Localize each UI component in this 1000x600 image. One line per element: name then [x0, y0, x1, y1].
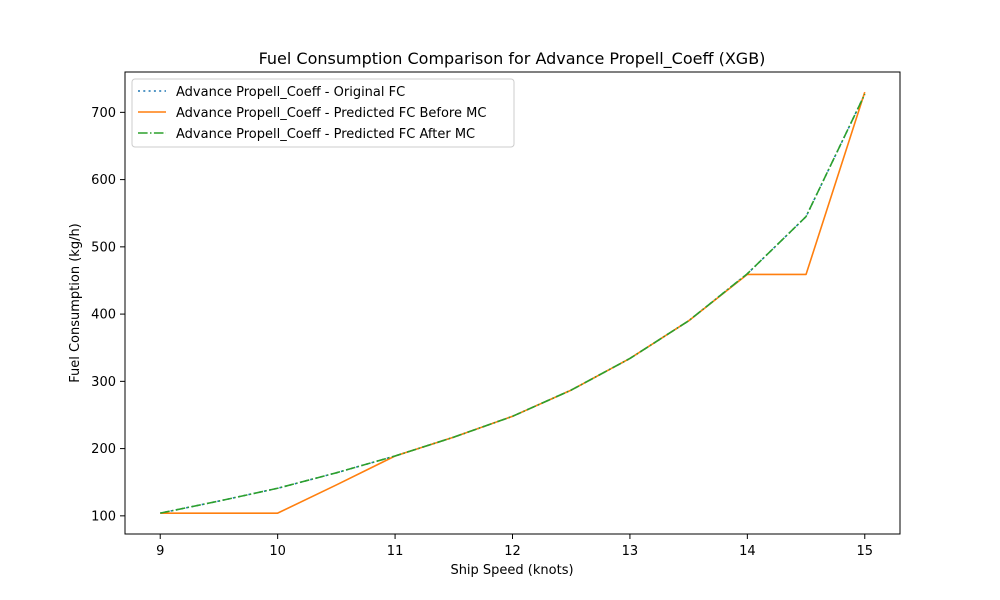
x-tick-label: 10 — [269, 544, 286, 559]
legend-label: Advance Propell_Coeff - Predicted FC Bef… — [176, 106, 486, 121]
x-tick-label: 11 — [387, 544, 404, 559]
series-line-3 — [160, 93, 866, 514]
x-axis-label: Ship Speed (knots) — [450, 563, 573, 578]
x-tick-label: 12 — [504, 544, 521, 559]
legend-label: Advance Propell_Coeff - Predicted FC Aft… — [176, 127, 475, 142]
legend-box — [131, 78, 515, 148]
series-layer — [160, 91, 866, 514]
chart-title: Fuel Consumption Comparison for Advance … — [259, 49, 766, 69]
y-tick-label: 600 — [91, 173, 116, 188]
legend-label: Advance Propell_Coeff - Original FC — [176, 85, 405, 100]
y-tick-label: 300 — [91, 375, 116, 390]
y-tick-label: 700 — [91, 106, 116, 121]
legend: Advance Propell_Coeff - Original FC Advan… — [131, 78, 515, 148]
plot-area — [125, 72, 900, 534]
x-axis: 9 10 11 12 13 14 15 — [156, 534, 873, 559]
x-tick-label: 9 — [156, 544, 164, 559]
y-tick-label: 500 — [91, 240, 116, 255]
y-axis: 100 200 300 400 500 600 700 — [91, 106, 125, 524]
x-tick-label: 13 — [622, 544, 639, 559]
x-tick-label: 15 — [856, 544, 873, 559]
x-tick-label: 14 — [739, 544, 756, 559]
y-tick-label: 400 — [91, 308, 116, 323]
y-tick-label: 200 — [91, 442, 116, 457]
y-tick-label: 100 — [91, 509, 116, 524]
y-axis-label: Fuel Consumption (kg/h) — [68, 223, 83, 383]
